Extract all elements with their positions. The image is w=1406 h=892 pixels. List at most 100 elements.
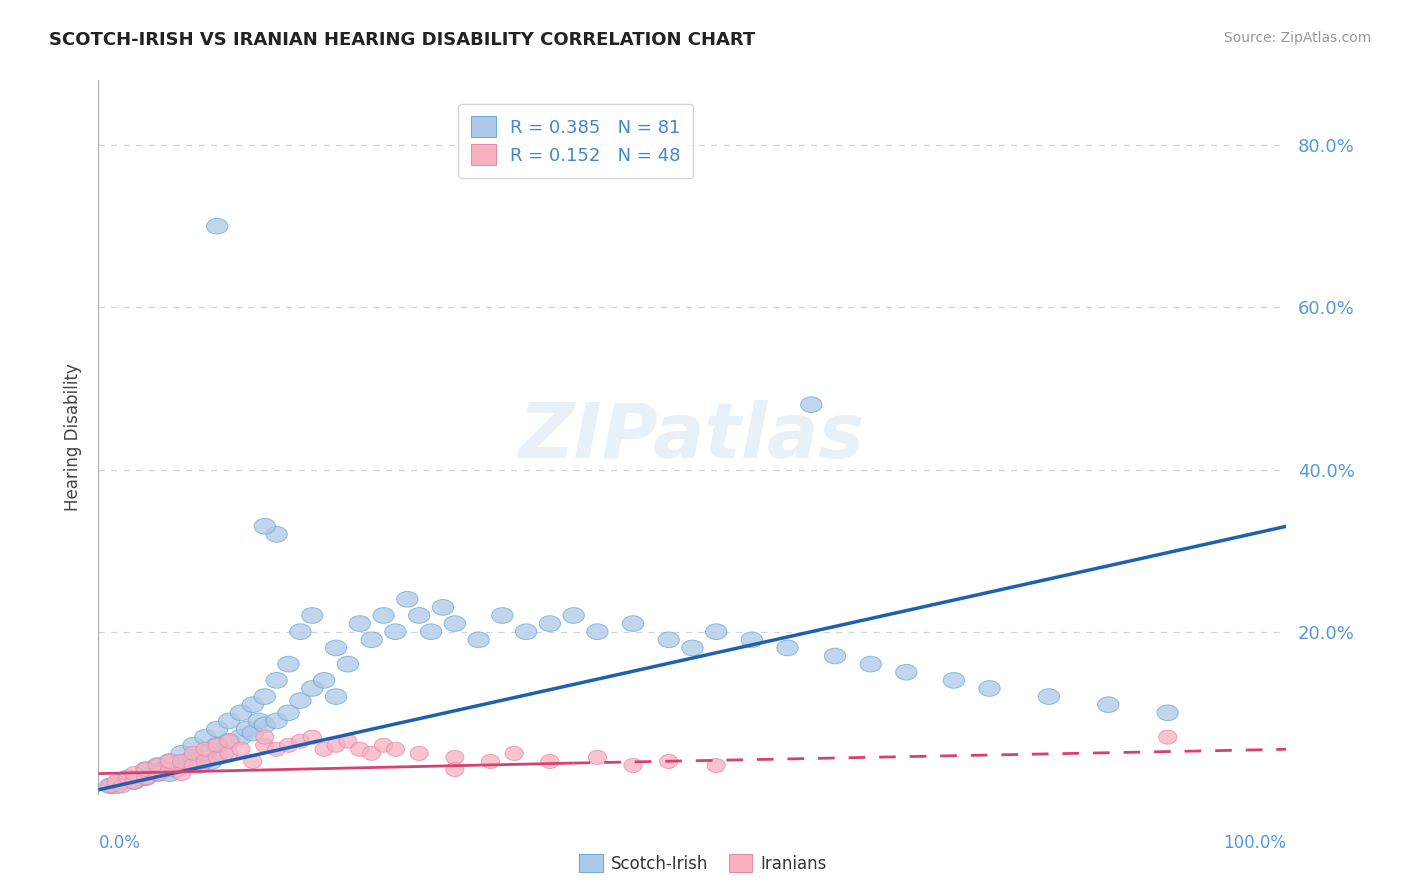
Ellipse shape — [231, 730, 252, 745]
Point — [824, 648, 846, 663]
Ellipse shape — [218, 713, 240, 729]
Ellipse shape — [860, 657, 882, 672]
Ellipse shape — [135, 770, 156, 786]
Point — [444, 616, 467, 631]
Ellipse shape — [148, 757, 169, 773]
Ellipse shape — [896, 665, 917, 680]
Ellipse shape — [315, 742, 333, 756]
Point — [336, 657, 359, 672]
Ellipse shape — [177, 754, 198, 769]
Point — [503, 747, 526, 761]
Ellipse shape — [361, 632, 382, 648]
Ellipse shape — [290, 693, 311, 708]
Ellipse shape — [159, 765, 180, 781]
Point — [146, 766, 169, 780]
Text: SCOTCH-IRISH VS IRANIAN HEARING DISABILITY CORRELATION CHART: SCOTCH-IRISH VS IRANIAN HEARING DISABILI… — [49, 31, 755, 49]
Ellipse shape — [208, 739, 226, 752]
Ellipse shape — [125, 766, 143, 780]
Ellipse shape — [173, 766, 191, 780]
Ellipse shape — [943, 673, 965, 689]
Point — [183, 738, 205, 752]
Point — [444, 763, 467, 777]
Ellipse shape — [254, 689, 276, 705]
Point — [194, 730, 217, 744]
Point — [146, 758, 169, 772]
Point — [290, 624, 312, 639]
Point — [129, 771, 152, 785]
Point — [360, 747, 382, 761]
Ellipse shape — [207, 219, 228, 234]
Ellipse shape — [208, 750, 226, 764]
Point — [194, 742, 217, 756]
Point — [301, 730, 323, 744]
Point — [384, 742, 406, 756]
Ellipse shape — [256, 739, 274, 752]
Point — [562, 608, 585, 623]
Point — [207, 750, 229, 764]
Ellipse shape — [136, 763, 155, 777]
Point — [159, 766, 181, 780]
Ellipse shape — [100, 778, 121, 794]
Ellipse shape — [118, 770, 139, 786]
Point — [135, 763, 157, 777]
Ellipse shape — [278, 657, 299, 672]
Point — [1038, 690, 1060, 704]
Point — [152, 763, 174, 777]
Ellipse shape — [337, 657, 359, 672]
Point — [207, 738, 229, 752]
Point — [253, 738, 276, 752]
Ellipse shape — [197, 755, 215, 769]
Point — [98, 779, 121, 793]
Point — [979, 681, 1001, 696]
Point — [122, 766, 145, 780]
Ellipse shape — [153, 762, 174, 778]
Ellipse shape — [112, 779, 131, 793]
Point — [373, 608, 395, 623]
Point — [658, 755, 681, 769]
Point — [290, 734, 312, 748]
Point — [159, 755, 181, 769]
Ellipse shape — [254, 518, 276, 534]
Ellipse shape — [706, 624, 727, 640]
Point — [349, 742, 371, 756]
Text: 100.0%: 100.0% — [1223, 834, 1286, 852]
Ellipse shape — [242, 697, 263, 713]
Point — [373, 738, 395, 752]
Ellipse shape — [314, 673, 335, 689]
Point — [229, 730, 252, 744]
Point — [170, 755, 193, 769]
Point — [98, 779, 121, 793]
Point — [105, 774, 128, 789]
Ellipse shape — [1038, 689, 1060, 705]
Ellipse shape — [325, 689, 347, 705]
Point — [183, 750, 205, 764]
Point — [183, 758, 205, 772]
Ellipse shape — [979, 681, 1000, 697]
Ellipse shape — [101, 779, 120, 793]
Ellipse shape — [136, 771, 155, 785]
Point — [253, 690, 276, 704]
Ellipse shape — [183, 738, 204, 753]
Ellipse shape — [385, 624, 406, 640]
Ellipse shape — [446, 763, 464, 777]
Ellipse shape — [266, 526, 287, 542]
Ellipse shape — [231, 705, 252, 721]
Point — [159, 755, 181, 769]
Ellipse shape — [291, 734, 309, 748]
Ellipse shape — [165, 762, 187, 778]
Point — [621, 758, 644, 772]
Point — [1097, 698, 1119, 712]
Ellipse shape — [538, 615, 561, 632]
Point — [117, 771, 139, 785]
Ellipse shape — [516, 624, 537, 640]
Point — [242, 726, 264, 740]
Point — [170, 758, 193, 772]
Y-axis label: Hearing Disability: Hearing Disability — [65, 363, 83, 511]
Point — [242, 698, 264, 712]
Point — [122, 774, 145, 789]
Point — [236, 722, 259, 736]
Point — [242, 755, 264, 769]
Point — [200, 755, 222, 769]
Ellipse shape — [183, 749, 204, 765]
Legend: R = 0.385   N = 81, R = 0.152   N = 48: R = 0.385 N = 81, R = 0.152 N = 48 — [458, 103, 693, 178]
